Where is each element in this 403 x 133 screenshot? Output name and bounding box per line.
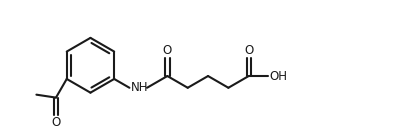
Text: OH: OH bbox=[269, 70, 287, 83]
Text: O: O bbox=[51, 116, 60, 129]
Text: O: O bbox=[244, 44, 253, 57]
Text: O: O bbox=[163, 44, 172, 57]
Text: NH: NH bbox=[131, 81, 148, 94]
